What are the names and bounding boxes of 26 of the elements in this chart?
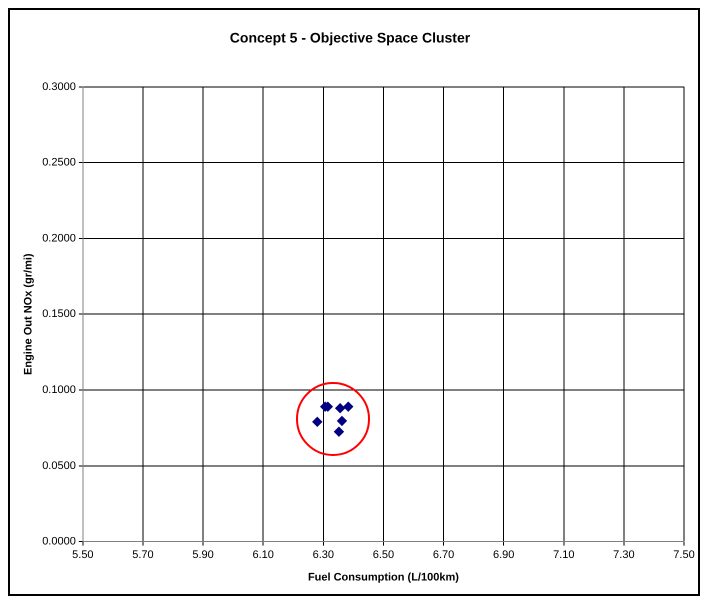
y-tick-label: 0.2500 — [42, 156, 76, 169]
point — [336, 416, 347, 426]
x-tick-label: 5.50 — [72, 549, 94, 562]
y-tick-label: 0.1000 — [42, 384, 76, 396]
x-tick-label: 6.10 — [252, 549, 274, 562]
y-tick-label: 0.0500 — [42, 460, 76, 472]
y-tick-label: 0.0000 — [42, 536, 76, 548]
x-tick-label: 7.30 — [613, 549, 635, 562]
x-tick-label: 6.50 — [372, 549, 394, 562]
point — [334, 426, 344, 437]
x-tick-label: 7.50 — [673, 549, 695, 562]
point — [335, 403, 346, 414]
y-axis-title: Engine Out NOx (gr/mi) — [22, 253, 35, 376]
x-tick-label: 6.70 — [432, 549, 454, 562]
x-tick-label: 7.10 — [553, 549, 574, 562]
point — [343, 402, 354, 412]
x-axis-title: Fuel Consumption (L/100km) — [308, 571, 460, 584]
x-tick-label: 5.70 — [132, 549, 154, 562]
y-tick-label: 0.3000 — [42, 80, 76, 93]
y-tick-label: 0.1500 — [42, 308, 76, 320]
x-tick-label: 5.90 — [192, 549, 214, 562]
point — [312, 416, 322, 427]
x-tick-label: 6.30 — [312, 549, 334, 562]
y-tick-label: 0.2000 — [42, 232, 76, 244]
chart-title: Concept 5 - Objective Space Cluster — [230, 29, 471, 46]
x-tick-label: 6.90 — [492, 549, 514, 562]
